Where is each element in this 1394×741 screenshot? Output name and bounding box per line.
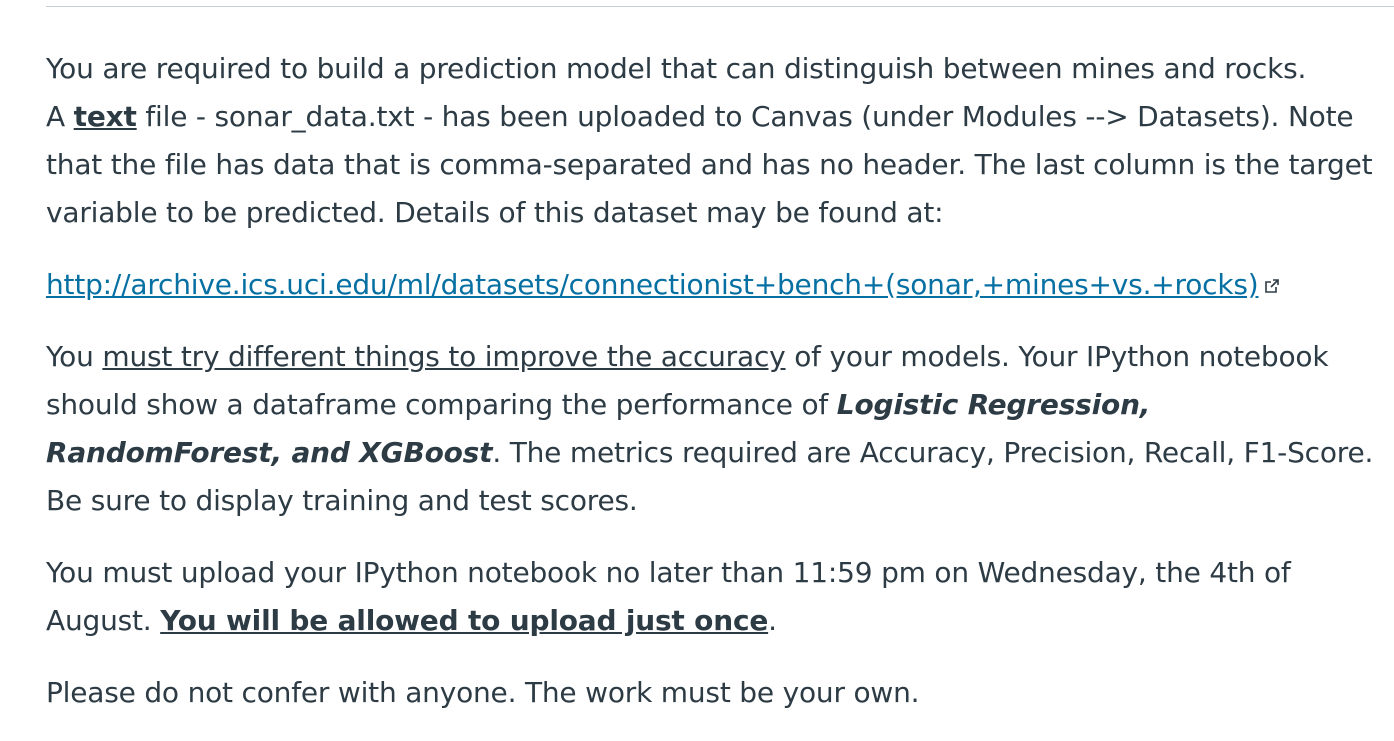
deadline-paragraph: You must upload your IPython notebook no… — [46, 549, 1386, 645]
models-paragraph: You must try different things to improve… — [46, 333, 1386, 525]
intro-dataset-details: file - sonar_data.txt - has been uploade… — [46, 100, 1373, 229]
improve-accuracy-underlined: must try different things to improve the… — [102, 340, 786, 373]
external-link-icon[interactable] — [1264, 278, 1280, 294]
closing-paragraph: Please do not confer with anyone. The wo… — [46, 676, 920, 709]
model-list-emphasis: Logistic Regression, RandomForest, and X… — [46, 388, 1151, 469]
intro-paragraph: You are required to build a prediction m… — [46, 45, 1386, 237]
assignment-description: You are required to build a prediction m… — [46, 45, 1386, 741]
models-body: of your models. Your IPython notebook sh… — [46, 340, 1329, 421]
deadline-period: . — [768, 604, 777, 637]
intro-before-text: A — [46, 100, 74, 133]
upload-once-emphasis: You will be allowed to upload just once — [160, 604, 769, 637]
deadline-text: You must upload your IPython notebook no… — [46, 556, 1291, 637]
metrics-text: . The metrics required are Accuracy, Pre… — [46, 436, 1374, 517]
dataset-link-paragraph: http://archive.ics.uci.edu/ml/datasets/c… — [46, 261, 1386, 309]
intro-line: You are required to build a prediction m… — [46, 52, 1307, 85]
text-word-emphasis: text — [73, 100, 137, 133]
models-intro: You — [46, 340, 103, 373]
dataset-link[interactable]: http://archive.ics.uci.edu/ml/datasets/c… — [46, 268, 1259, 301]
top-divider — [46, 6, 1394, 7]
